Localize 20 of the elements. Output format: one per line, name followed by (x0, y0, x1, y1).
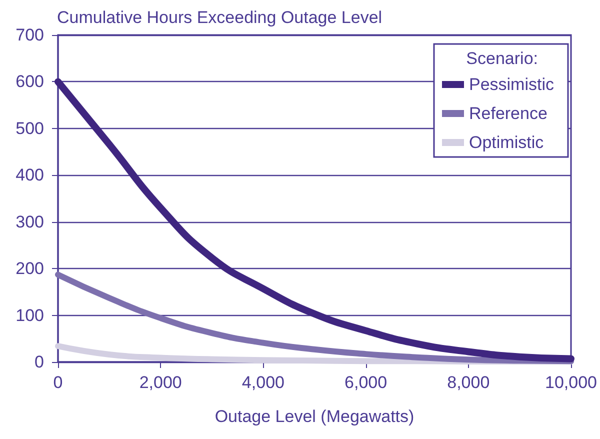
legend-label: Reference (468, 104, 548, 123)
y-tick-label: 400 (16, 166, 44, 185)
x-tick-label: 8,000 (447, 373, 490, 392)
x-tick-label: 10,000 (545, 373, 597, 392)
x-tick-label: 6,000 (344, 373, 388, 392)
legend-label: Optimistic (468, 133, 544, 152)
y-tick-label: 700 (16, 26, 44, 44)
y-tick-label: 100 (16, 306, 44, 325)
y-tick-label: 0 (34, 352, 44, 372)
x-tick-label: 2,000 (139, 373, 182, 392)
y-tick-label: 200 (16, 259, 44, 278)
x-axis-title: Outage Level (Megawatts) (214, 407, 414, 426)
y-tick-label: 300 (16, 212, 44, 232)
y-tick-label: 500 (16, 118, 44, 138)
x-tick-label: 4,000 (242, 373, 284, 392)
legend-label: Pessimistic (468, 75, 554, 94)
x-tick-label: 0 (53, 373, 63, 392)
chart-title: Cumulative Hours Exceeding Outage Level (57, 8, 382, 27)
legend-title: Scenario: (466, 49, 538, 68)
y-tick-label: 600 (16, 72, 44, 92)
